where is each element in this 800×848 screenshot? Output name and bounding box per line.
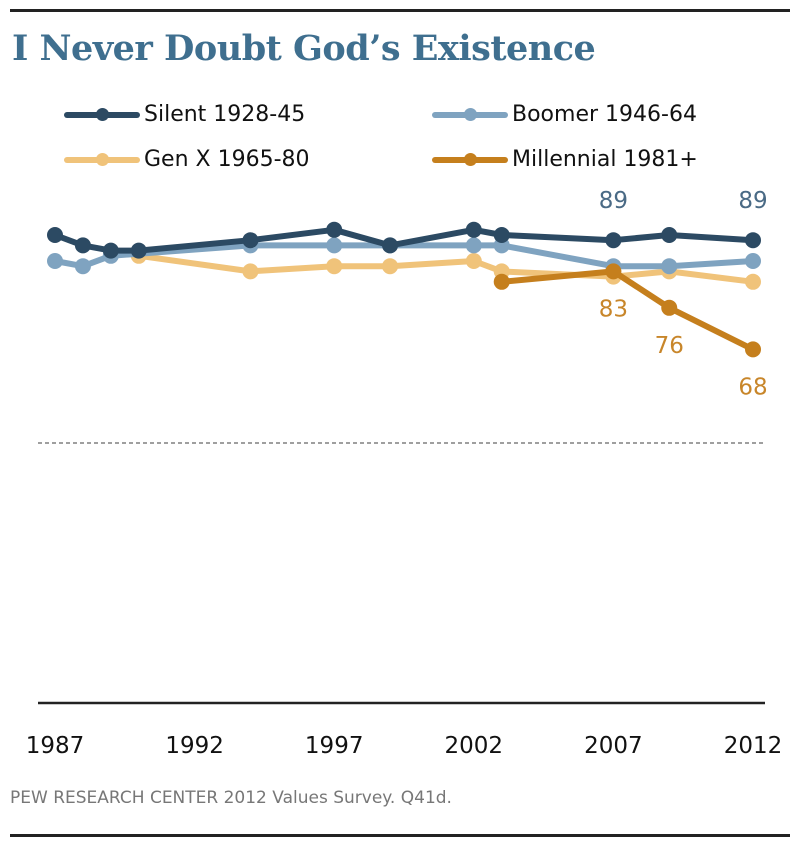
data-point-boomer <box>326 237 343 254</box>
data-label: 89 <box>599 188 628 214</box>
legend-item-millennial: Millennial 1981+ <box>432 147 698 172</box>
source-note: PEW RESEARCH CENTER 2012 Values Survey. … <box>10 788 452 808</box>
data-point-silent <box>745 232 761 249</box>
data-point-millennial <box>605 263 622 280</box>
data-point-silent <box>326 221 343 238</box>
legend-swatch-genx <box>64 148 140 172</box>
data-point-silent <box>130 242 147 259</box>
top-rule <box>10 9 790 12</box>
data-point-gen <box>326 258 343 275</box>
data-point-boomer <box>745 253 761 269</box>
legend-swatch-silent <box>64 103 140 127</box>
data-point-gen <box>465 253 482 269</box>
data-point-silent <box>493 227 510 243</box>
data-point-boomer <box>47 253 63 269</box>
legend-label-genx: Gen X 1965-80 <box>144 147 310 172</box>
series-line-millennial <box>501 268 755 353</box>
x-tick-label: 1992 <box>165 733 224 759</box>
legend-item-boomer: Boomer 1946-64 <box>432 102 697 127</box>
data-point-silent <box>465 221 482 238</box>
data-point-gen <box>382 258 399 275</box>
x-tick-label: 2007 <box>584 733 643 759</box>
data-point-millennial <box>661 299 678 316</box>
chart-title: I Never Doubt God’s Existence <box>12 28 596 69</box>
data-point-boomer <box>465 237 482 254</box>
x-tick-label: 2012 <box>724 733 783 759</box>
legend-swatch-millennial <box>432 148 508 172</box>
data-label: 68 <box>738 374 767 400</box>
legend-item-silent: Silent 1928-45 <box>64 102 305 127</box>
x-tick-label: 1987 <box>26 733 85 759</box>
data-point-boomer <box>74 258 91 275</box>
data-point-millennial <box>745 341 761 358</box>
bottom-rule <box>10 834 790 837</box>
data-point-gen <box>242 263 259 280</box>
data-label: 89 <box>738 188 767 214</box>
legend-item-genx: Gen X 1965-80 <box>64 147 310 172</box>
data-point-millennial <box>493 273 510 290</box>
data-label: 83 <box>599 296 628 322</box>
legend-label-boomer: Boomer 1946-64 <box>512 102 697 127</box>
legend-label-silent: Silent 1928-45 <box>144 102 306 127</box>
legend-swatch-boomer <box>432 103 508 127</box>
data-point-boomer <box>661 258 678 275</box>
data-point-silent <box>102 242 119 259</box>
data-point-silent <box>605 232 622 249</box>
data-point-silent <box>661 227 678 243</box>
x-tick-label: 1997 <box>305 733 364 759</box>
x-tick-label: 2002 <box>445 733 504 759</box>
data-point-gen <box>745 273 761 290</box>
data-label: 76 <box>655 333 684 359</box>
data-point-silent <box>47 227 63 243</box>
legend-label-millennial: Millennial 1981+ <box>512 147 698 172</box>
data-point-silent <box>74 237 91 254</box>
data-point-silent <box>382 237 399 254</box>
data-point-silent <box>242 232 259 249</box>
